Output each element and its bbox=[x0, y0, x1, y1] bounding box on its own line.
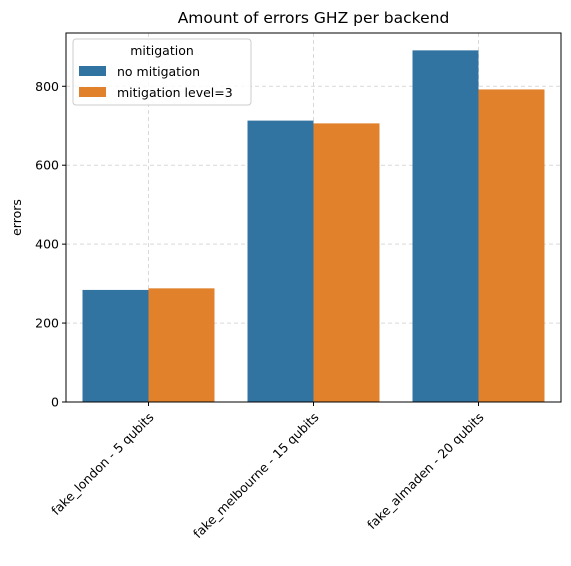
bars-group bbox=[82, 50, 545, 403]
chart-title: Amount of errors GHZ per backend bbox=[178, 9, 450, 27]
x-tick-label: fake_london - 5 qubits bbox=[48, 410, 156, 518]
bar bbox=[478, 89, 545, 402]
y-axis: 0 200 400 600 800 bbox=[35, 79, 66, 410]
legend-title: mitigation bbox=[130, 43, 194, 58]
y-tick-label: 400 bbox=[35, 237, 59, 252]
x-axis: fake_london - 5 qubits fake_melbourne - 1… bbox=[48, 402, 487, 542]
y-tick-label: 600 bbox=[35, 158, 59, 173]
legend-box bbox=[72, 38, 252, 106]
y-axis-label: errors bbox=[9, 199, 24, 236]
bar bbox=[82, 289, 149, 402]
x-tick-label: fake_melbourne - 15 qubits bbox=[190, 410, 322, 542]
legend-label: mitigation level=3 bbox=[117, 85, 233, 100]
bar bbox=[247, 120, 314, 403]
bar bbox=[148, 288, 215, 402]
legend: mitigation no mitigation mitigation level… bbox=[72, 38, 252, 106]
bar bbox=[412, 50, 479, 402]
legend-swatch bbox=[79, 87, 106, 97]
y-tick-label: 800 bbox=[35, 79, 59, 94]
legend-label: no mitigation bbox=[117, 64, 200, 79]
bar bbox=[313, 123, 380, 403]
y-tick-label: 0 bbox=[51, 395, 59, 410]
legend-items: no mitigation mitigation level=3 bbox=[79, 64, 233, 100]
x-tick-label: fake_almaden - 20 qubits bbox=[364, 410, 487, 533]
legend-swatch bbox=[79, 66, 106, 76]
y-tick-label: 200 bbox=[35, 316, 59, 331]
